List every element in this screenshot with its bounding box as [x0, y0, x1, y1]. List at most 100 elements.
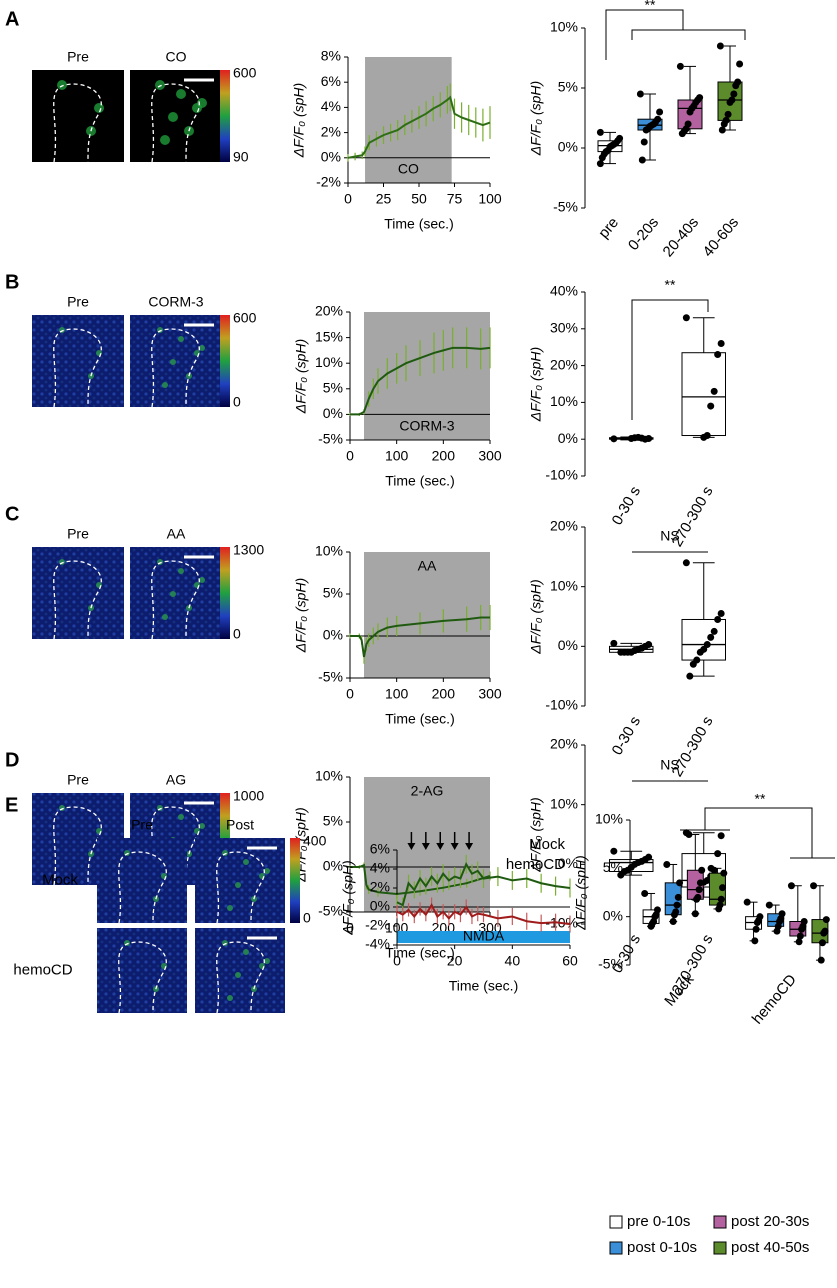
- x-tick-label: 0-20s: [625, 214, 662, 254]
- y-tick-label: 20%: [550, 518, 578, 534]
- fluorescence-spot: [227, 905, 233, 911]
- y-tick-label: 5%: [603, 859, 623, 875]
- y-tick-label: 5%: [323, 813, 343, 829]
- y-axis-label: ΔF/F₀ (spH): [528, 579, 544, 654]
- significance-label: **: [755, 791, 766, 807]
- y-tick-label: 0%: [370, 898, 390, 914]
- outline: [53, 560, 102, 640]
- data-point: [670, 911, 678, 919]
- image-label: Pre: [67, 526, 89, 542]
- image-label: CORM-3: [148, 294, 203, 310]
- stimulus: [365, 57, 452, 183]
- data-point: [714, 850, 722, 858]
- data-point: [732, 82, 740, 90]
- fluorescence-spot: [157, 327, 163, 333]
- fluorescence-spot: [124, 940, 130, 946]
- colorbar: [290, 838, 300, 923]
- x-tick-label: 0: [346, 448, 354, 464]
- x-tick-label: 0-30 s: [609, 713, 645, 758]
- data-point: [700, 433, 708, 441]
- y-tick-label: 10%: [595, 811, 623, 827]
- group-label: hemoCD: [749, 971, 800, 1027]
- micrograph: [130, 547, 222, 639]
- arrow-head: [436, 843, 445, 850]
- y-axis-label: ΔF/F₀ (spH): [528, 797, 544, 872]
- data-point: [674, 893, 682, 901]
- data-point: [707, 402, 715, 410]
- fluorescence-spot: [57, 80, 67, 90]
- fluorescence-spot: [194, 828, 200, 834]
- significance-label: NS: [660, 757, 679, 773]
- data-point: [596, 128, 604, 136]
- y-tick-label: -2%: [365, 917, 390, 933]
- data-point: [717, 610, 725, 618]
- stimulus-label: AA: [418, 558, 437, 574]
- legend-swatch: [609, 1215, 623, 1229]
- fluorescence-spot: [160, 135, 170, 145]
- fluorescence-spot: [161, 873, 167, 879]
- fluorescence-spot: [264, 868, 270, 874]
- outline: [118, 941, 167, 1014]
- y-tick-label: 6%: [370, 841, 390, 857]
- y-tick-label: 30%: [550, 320, 578, 336]
- y-tick-label: -2%: [316, 174, 341, 190]
- data-point: [596, 160, 604, 168]
- significance-label: **: [645, 0, 656, 13]
- y-tick-label: 10%: [315, 354, 343, 370]
- data-point: [720, 869, 728, 877]
- legend-label: pre 0-10s: [627, 1213, 690, 1230]
- data-point: [610, 639, 618, 647]
- x-tick-label: 200: [432, 448, 456, 464]
- panel-label: D: [5, 749, 19, 771]
- data-point: [686, 672, 694, 680]
- data-point: [798, 925, 806, 933]
- fluorescence-spot: [178, 336, 184, 342]
- colorbar: [220, 315, 230, 407]
- trace: [350, 616, 490, 658]
- trace: [396, 862, 571, 907]
- data-point: [787, 882, 795, 890]
- data-point: [715, 905, 723, 913]
- fluorescence-spot: [96, 828, 102, 834]
- data-point: [714, 351, 722, 359]
- data-point: [795, 938, 803, 946]
- y-axis-label: ΔF/F₀ (spH): [293, 339, 309, 414]
- x-tick-label: 100: [385, 448, 409, 464]
- y-tick-label: -10%: [545, 697, 578, 713]
- outline: [216, 851, 265, 924]
- panel-label: B: [5, 271, 19, 293]
- x-tick-label: 40-60s: [700, 214, 743, 260]
- data-point: [707, 864, 715, 872]
- colorbar-label: 1300: [233, 542, 264, 558]
- data-point: [765, 901, 773, 909]
- x-tick-label: 60: [562, 953, 578, 969]
- y-tick-label: 20%: [550, 736, 578, 752]
- data-point: [610, 847, 618, 855]
- fluorescence-spot: [259, 963, 265, 969]
- data-point: [717, 832, 725, 840]
- data-point: [736, 60, 744, 68]
- colorbar: [220, 547, 230, 639]
- y-tick-label: 0%: [323, 627, 343, 643]
- stimulus-label: 2-AG: [411, 783, 444, 799]
- legend-label: post 0-10s: [627, 1239, 697, 1256]
- fluorescence-spot: [222, 940, 228, 946]
- fluorescence-spot: [157, 805, 163, 811]
- legend-label: post 40-50s: [731, 1239, 809, 1256]
- image-label: Pre: [131, 817, 153, 833]
- fluorescence-spot: [235, 882, 241, 888]
- x-tick-label: 100: [385, 686, 409, 702]
- stimulus: [364, 552, 490, 678]
- legend-swatch: [713, 1241, 727, 1255]
- x-axis-label: Time (sec.): [384, 216, 453, 232]
- y-tick-label: 2%: [321, 123, 341, 139]
- data-point: [636, 90, 644, 98]
- data-point: [719, 884, 727, 892]
- y-tick-label: 0%: [321, 149, 341, 165]
- x-tick-label: 50: [411, 191, 427, 207]
- data-point: [820, 929, 828, 937]
- data-point: [676, 879, 684, 887]
- colorbar-label: 90: [233, 149, 249, 165]
- y-tick-label: 10%: [315, 543, 343, 559]
- data-point: [714, 615, 722, 623]
